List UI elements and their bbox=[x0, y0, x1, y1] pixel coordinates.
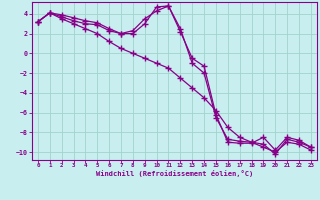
X-axis label: Windchill (Refroidissement éolien,°C): Windchill (Refroidissement éolien,°C) bbox=[96, 170, 253, 177]
